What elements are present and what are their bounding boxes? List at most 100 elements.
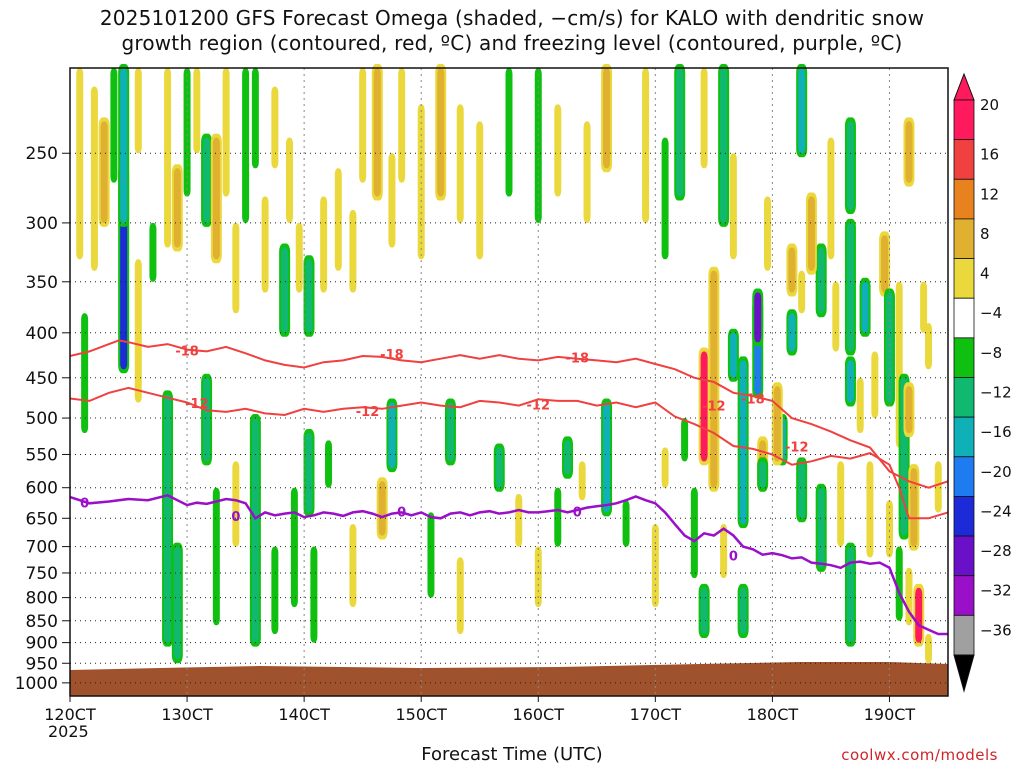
omega-cell	[846, 546, 854, 643]
omega-cell	[846, 222, 854, 352]
omega-cell	[232, 222, 240, 314]
omega-cell	[642, 68, 650, 223]
year-label: 2025	[48, 722, 89, 741]
axes: 2503003504004505005506006507007508008509…	[15, 67, 949, 724]
colorbar-swatch	[953, 416, 975, 458]
omega-cell	[866, 461, 874, 558]
omega-cell	[183, 68, 191, 197]
omega-cell	[495, 447, 503, 488]
colorbar-label: −32	[980, 582, 1012, 600]
colorbar-swatch	[953, 535, 975, 577]
omega-cell	[271, 546, 279, 635]
colorbar-label: −36	[980, 621, 1012, 639]
omega-cell	[817, 247, 825, 314]
y-tick-label: 500	[26, 409, 58, 429]
omega-cell	[290, 487, 298, 608]
omega-cell	[924, 323, 932, 370]
freezing-level-contour	[69, 493, 948, 636]
omega-cell	[305, 259, 313, 333]
omega-cell	[325, 440, 333, 488]
colorbar-swatch	[953, 297, 975, 339]
omega-cell	[398, 68, 406, 183]
omega-cell	[920, 281, 928, 333]
omega-cell	[773, 386, 781, 462]
omega-cell	[251, 68, 259, 169]
omega-cell	[110, 68, 118, 183]
colorbar-swatch	[953, 496, 975, 537]
dgz-minus12-label: -12	[527, 399, 551, 414]
omega-cell	[554, 487, 562, 547]
plot-area	[70, 64, 948, 696]
x-tick-label: 190CT	[864, 705, 916, 724]
omega-cell	[817, 487, 825, 568]
x-tick-label: 120CT	[44, 705, 96, 724]
y-tick-label: 600	[26, 479, 58, 499]
omega-cell	[427, 512, 435, 598]
dgz-minus12-label: -12	[185, 397, 209, 412]
omega-cell	[534, 68, 542, 223]
omega-cell	[827, 137, 835, 260]
dgz-minus18-label: -18	[741, 392, 765, 407]
omega-cell	[910, 468, 918, 547]
omega-cell	[603, 402, 611, 513]
omega-cell	[788, 313, 796, 352]
omega-cell	[885, 500, 893, 558]
omega-cell	[729, 153, 737, 260]
colorbar-label: −12	[980, 384, 1012, 402]
omega-cell	[881, 235, 889, 293]
y-tick-label: 1000	[15, 674, 58, 694]
omega-cell	[305, 433, 313, 513]
omega-cell	[895, 546, 903, 621]
omega-cell	[349, 209, 357, 293]
x-tick-label: 170CT	[630, 705, 682, 724]
chart-title-line2: growth region (contoured, red, ºC) and f…	[121, 31, 903, 55]
dgz-minus18-label: -18	[566, 352, 590, 367]
omega-cell	[295, 222, 303, 293]
colorbar-label: 8	[980, 225, 990, 243]
omega-cell	[934, 461, 942, 513]
omega-cell	[700, 68, 708, 169]
omega-cell	[578, 461, 586, 501]
omega-cell	[764, 196, 772, 271]
omega-cell	[320, 196, 328, 293]
omega-cell	[720, 68, 728, 223]
omega-cell	[476, 121, 484, 260]
freezing-level-label: 0	[573, 505, 582, 520]
omega-cell	[710, 270, 718, 488]
contours: -18 -18 -18 -18 -12 -12 -12 -12 -12 0 0 0 0 0	[69, 339, 949, 636]
omega-cell	[720, 524, 728, 579]
colorbar-swatch	[953, 575, 975, 616]
omega-cell	[261, 196, 269, 293]
dgz-minus12-label: -12	[702, 399, 726, 414]
omega-cell	[534, 546, 542, 608]
dgz-minus12-label: -12	[356, 405, 380, 420]
y-tick-label: 350	[26, 273, 58, 293]
y-tick-label: 550	[26, 445, 58, 465]
dgz-minus12-contour	[69, 386, 949, 520]
dgz-minus18-label: -18	[380, 348, 404, 363]
omega-cell	[846, 121, 854, 210]
omega-cell	[232, 461, 240, 547]
omega-cell	[222, 68, 230, 197]
omega-cell	[90, 86, 98, 271]
omega-cell	[622, 500, 630, 547]
colorbar: 20 16 12 8 4 −4 −8 −12 −16 −20 −24 −28 −32 −36	[953, 72, 1012, 693]
omega-cell	[739, 587, 747, 635]
y-tick-label: 750	[26, 564, 58, 584]
omega-cell	[120, 68, 128, 223]
omega-cell	[334, 168, 342, 271]
omega-cell	[212, 137, 220, 260]
omega-cell	[807, 196, 815, 271]
credit-link[interactable]: coolwx.com/models	[841, 746, 998, 764]
freezing-level-label: 0	[80, 496, 89, 511]
omega-cell	[173, 168, 181, 248]
omega-cell	[349, 524, 357, 608]
omega-cell	[417, 104, 425, 260]
omega-cell	[134, 259, 142, 403]
omega-cell	[373, 68, 381, 197]
omega-cell	[924, 634, 932, 664]
x-tick-label: 130CT	[161, 705, 213, 724]
omega-cell	[164, 394, 172, 643]
colorbar-label: −20	[980, 463, 1012, 481]
